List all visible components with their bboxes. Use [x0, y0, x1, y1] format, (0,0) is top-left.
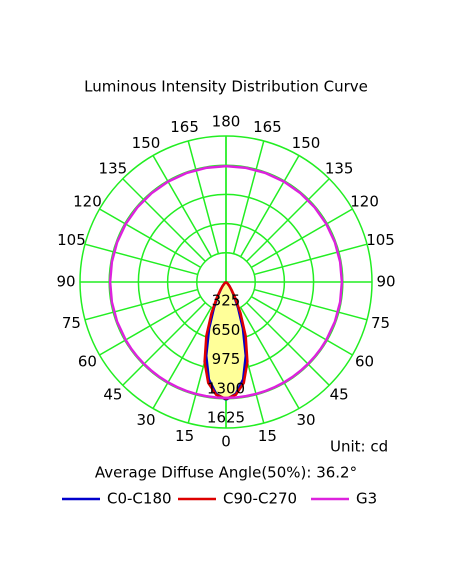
angle-label: 45 [330, 386, 349, 404]
legend-label: G3 [356, 490, 377, 508]
angle-label: 90 [376, 273, 395, 291]
legend-label: C90-C270 [223, 490, 297, 508]
angle-label: 60 [78, 353, 97, 371]
angle-label: 0 [221, 433, 231, 451]
ring [79, 135, 373, 429]
angle-label: 30 [136, 411, 155, 429]
angle-label: 135 [325, 159, 354, 177]
unit-label: Unit: cd [330, 438, 388, 456]
angle-label: 150 [292, 134, 321, 152]
angle-label: 150 [132, 134, 161, 152]
angle-label: 30 [296, 411, 315, 429]
ring-label: 1300 [207, 379, 245, 397]
curve [225, 164, 344, 400]
angle-label: 120 [73, 193, 102, 211]
ring-label: 975 [212, 350, 241, 368]
ring-label: 650 [212, 321, 241, 339]
curve [225, 281, 249, 400]
angle-label: 60 [355, 353, 374, 371]
angle-label: 105 [57, 231, 86, 249]
angle-label: 165 [253, 118, 282, 136]
ring-label: 325 [212, 292, 241, 310]
annotation: Average Diffuse Angle(50%): 36.2° [95, 464, 357, 482]
angle-label: 90 [56, 273, 75, 291]
angle-label: 75 [371, 314, 390, 332]
angle-label: 135 [99, 159, 128, 177]
curve [203, 281, 227, 400]
angle-label: 15 [258, 427, 277, 445]
angle-label: 105 [366, 231, 395, 249]
angle-label: 165 [170, 118, 199, 136]
angle-label: 75 [62, 314, 81, 332]
angle-label: 15 [175, 427, 194, 445]
legend-label: C0-C180 [107, 490, 172, 508]
curve [108, 164, 227, 400]
angle-label: 180 [212, 113, 241, 131]
angle-label: 45 [103, 386, 122, 404]
ring-label: 1625 [207, 409, 245, 427]
angle-label: 120 [350, 193, 379, 211]
chart-title: Luminous Intensity Distribution Curve [84, 78, 368, 96]
